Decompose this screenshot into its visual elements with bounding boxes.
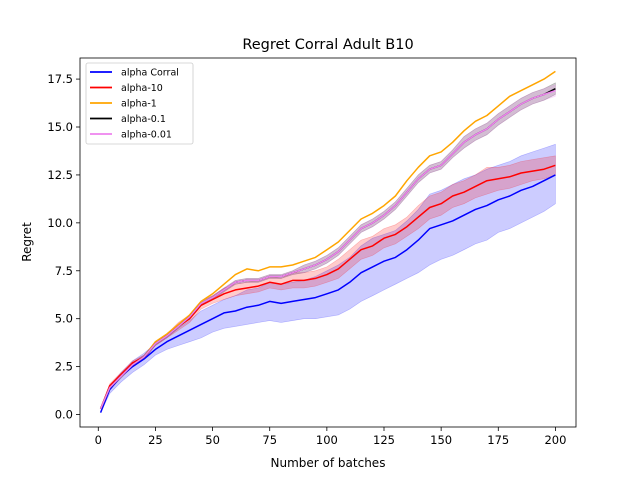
x-tick-label: 200 (544, 433, 566, 447)
y-axis-label: Regret (20, 222, 34, 262)
series-line-alpha-0-01 (99, 89, 556, 410)
series-line-alpha-1 (99, 70, 556, 410)
chart-title: Regret Corral Adult B10 (242, 37, 413, 53)
y-tick-label: 10.0 (47, 216, 73, 230)
y-tick-label: 0.0 (55, 408, 73, 422)
y-axis-ticks: 0.0 2.5 5.0 7.5 10.0 12.5 15.0 17.5 (47, 72, 80, 422)
legend-box (85, 62, 194, 145)
y-tick-label: 15.0 (47, 120, 73, 134)
x-axis-ticks: 0 25 50 75 100 125 150 175 200 (95, 427, 566, 447)
x-tick-label: 125 (373, 433, 395, 447)
x-tick-label: 100 (316, 433, 338, 447)
y-tick-label: 12.5 (47, 168, 73, 182)
x-tick-label: 0 (95, 433, 102, 447)
legend: alpha Corral alpha-10 alpha-1 alpha-0.1 alph… (85, 62, 194, 145)
y-tick-label: 2.5 (55, 360, 73, 374)
legend-label-alpha-corral: alpha Corral (121, 68, 179, 79)
x-tick-label: 75 (262, 433, 277, 447)
band-alpha-0-01 (100, 84, 556, 409)
legend-label-alpha-0-1: alpha-0.1 (121, 114, 166, 125)
legend-label-alpha-1: alpha-1 (121, 99, 157, 110)
y-tick-label: 17.5 (47, 72, 73, 86)
band-alpha-corral (100, 143, 556, 413)
y-tick-label: 5.0 (55, 312, 73, 326)
series-lines (99, 70, 556, 413)
series-line-alpha-corral (99, 174, 556, 413)
x-tick-label: 25 (148, 433, 163, 447)
plot-frame (79, 57, 577, 428)
x-tick-label: 50 (205, 433, 220, 447)
y-tick-label: 7.5 (55, 264, 73, 278)
x-tick-label: 175 (487, 433, 509, 447)
x-tick-label: 150 (430, 433, 452, 447)
x-axis-label: Number of batches (271, 456, 386, 470)
legend-label-alpha-0-01: alpha-0.01 (121, 130, 172, 141)
legend-label-alpha-10: alpha-10 (121, 83, 163, 94)
